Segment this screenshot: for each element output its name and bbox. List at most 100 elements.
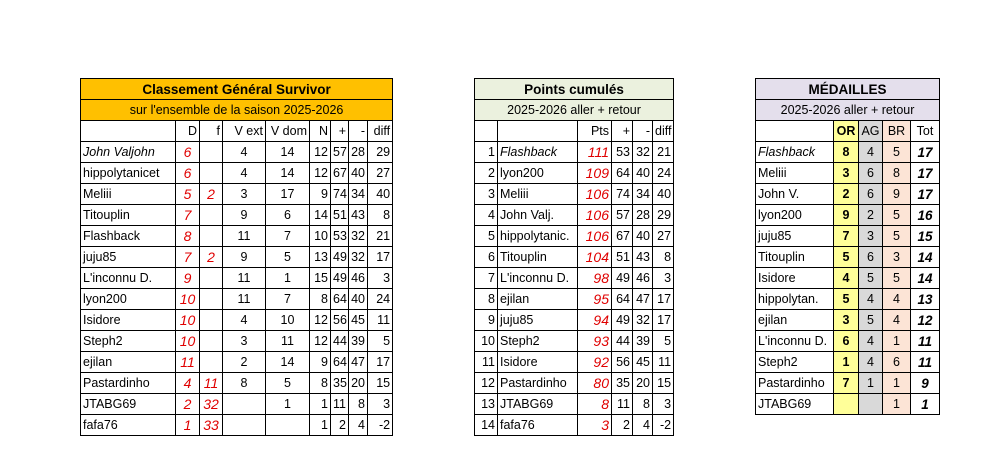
cell: 3 — [651, 267, 675, 289]
subtitle-row: 2025-2026 aller + retour — [754, 99, 941, 121]
cell: 27 — [651, 225, 675, 247]
player-name: Flashback — [497, 141, 578, 163]
data-row: 2 lyon200 109 64 40 24 — [474, 162, 675, 184]
column-header: f — [199, 120, 223, 142]
cell: 6 — [858, 162, 883, 184]
medals-table: MÉDAILLES 2025-2026 aller + retour OR AG BR T… — [754, 78, 941, 415]
cell: 5 — [651, 330, 675, 352]
data-row: 6 Titouplin 104 51 43 8 — [474, 246, 675, 268]
data-row: John V. 2 6 9 17 — [755, 183, 941, 205]
cell: 5 — [882, 141, 911, 163]
cell: 49 — [611, 309, 633, 331]
cell: 3 — [474, 183, 498, 205]
cell: 17 — [366, 246, 394, 268]
cell: 39 — [348, 330, 368, 352]
player-name: Pastardinho — [755, 372, 834, 394]
data-row: Steph2 10 3 11 12 44 39 5 — [80, 330, 394, 352]
player-name: ejilan — [80, 351, 176, 373]
cell: 56 — [330, 309, 349, 331]
cell: 94 — [577, 309, 612, 331]
cell: 7 — [833, 225, 859, 247]
cell: 8 — [222, 372, 266, 394]
cell: 4 — [882, 309, 911, 331]
player-name: Titouplin — [755, 246, 834, 268]
cell: -2 — [651, 414, 675, 436]
cell: 15 — [651, 372, 675, 394]
cell: 13 — [909, 288, 941, 310]
cell: 5 — [858, 309, 883, 331]
cell: 11 — [222, 225, 266, 247]
player-name: Meliii — [497, 183, 578, 205]
cell: 11 — [909, 330, 941, 352]
cell: 17 — [265, 183, 310, 205]
cell: 12 — [309, 162, 331, 184]
cell: 64 — [330, 351, 349, 373]
header-row: Pts + - diff — [474, 120, 675, 142]
cell: 4 — [222, 309, 266, 331]
column-header: V ext — [222, 120, 266, 142]
data-row: Isidore 4 5 5 14 — [755, 267, 941, 289]
cell: 3 — [366, 267, 394, 289]
cell: 106 — [577, 204, 612, 226]
cell: 1 — [882, 393, 911, 415]
header-row: OR AG BR Tot — [755, 120, 941, 142]
cell: 47 — [348, 351, 368, 373]
subtitle: 2025-2026 aller + retour — [754, 99, 941, 121]
cell: 8 — [309, 288, 331, 310]
cell: 10 — [265, 309, 310, 331]
player-name: juju85 — [497, 309, 578, 331]
cell: 32 — [632, 141, 653, 163]
cell: 14 — [265, 162, 310, 184]
cell: 8 — [474, 288, 498, 310]
cell — [199, 267, 223, 289]
cell: 9 — [175, 267, 200, 289]
cell: 7 — [474, 267, 498, 289]
column-header: AG — [858, 120, 883, 142]
cell: 9 — [474, 309, 498, 331]
cell: 7 — [265, 225, 310, 247]
cell: 2 — [330, 414, 349, 436]
cell: 4 — [858, 288, 883, 310]
cell: 4 — [858, 330, 883, 352]
cell: 1 — [175, 414, 200, 436]
cell: 40 — [632, 162, 653, 184]
data-row: Pastardinho 4 11 8 5 8 35 20 15 — [80, 372, 394, 394]
player-name: JTABG69 — [755, 393, 834, 415]
cell: 1 — [474, 141, 498, 163]
cell: 1 — [833, 351, 859, 373]
cell: 29 — [366, 141, 394, 163]
cell: 12 — [309, 141, 331, 163]
data-row: 8 ejilan 95 64 47 17 — [474, 288, 675, 310]
player-name: Isidore — [755, 267, 834, 289]
cell: 39 — [632, 330, 653, 352]
player-name: lyon200 — [755, 204, 834, 226]
cell: 5 — [175, 183, 200, 205]
cell: 64 — [611, 162, 633, 184]
cell: 1 — [309, 393, 331, 415]
cell: 34 — [348, 183, 368, 205]
column-header — [755, 120, 834, 142]
cell: 14 — [909, 246, 941, 268]
player-name: Steph2 — [755, 351, 834, 373]
cell: 8 — [348, 393, 368, 415]
cell: 17 — [909, 141, 941, 163]
cell: 13 — [309, 246, 331, 268]
data-row: Isidore 10 4 10 12 56 45 11 — [80, 309, 394, 331]
column-header: + — [611, 120, 633, 142]
cell — [199, 351, 223, 373]
player-name: L'inconnu D. — [80, 267, 176, 289]
cell: 27 — [366, 162, 394, 184]
cell: -2 — [366, 414, 394, 436]
subtitle: 2025-2026 aller + retour — [473, 99, 675, 121]
data-row: 13 JTABG69 8 11 8 3 — [474, 393, 675, 415]
cell: 7 — [265, 288, 310, 310]
cell: 10 — [175, 288, 200, 310]
data-row: Meliii 3 6 8 17 — [755, 162, 941, 184]
cell: 6 — [858, 183, 883, 205]
cell: 10 — [175, 330, 200, 352]
cell: 11 — [366, 309, 394, 331]
cell: 2 — [474, 162, 498, 184]
cell: 57 — [611, 204, 633, 226]
data-row: juju85 7 2 9 5 13 49 32 17 — [80, 246, 394, 268]
